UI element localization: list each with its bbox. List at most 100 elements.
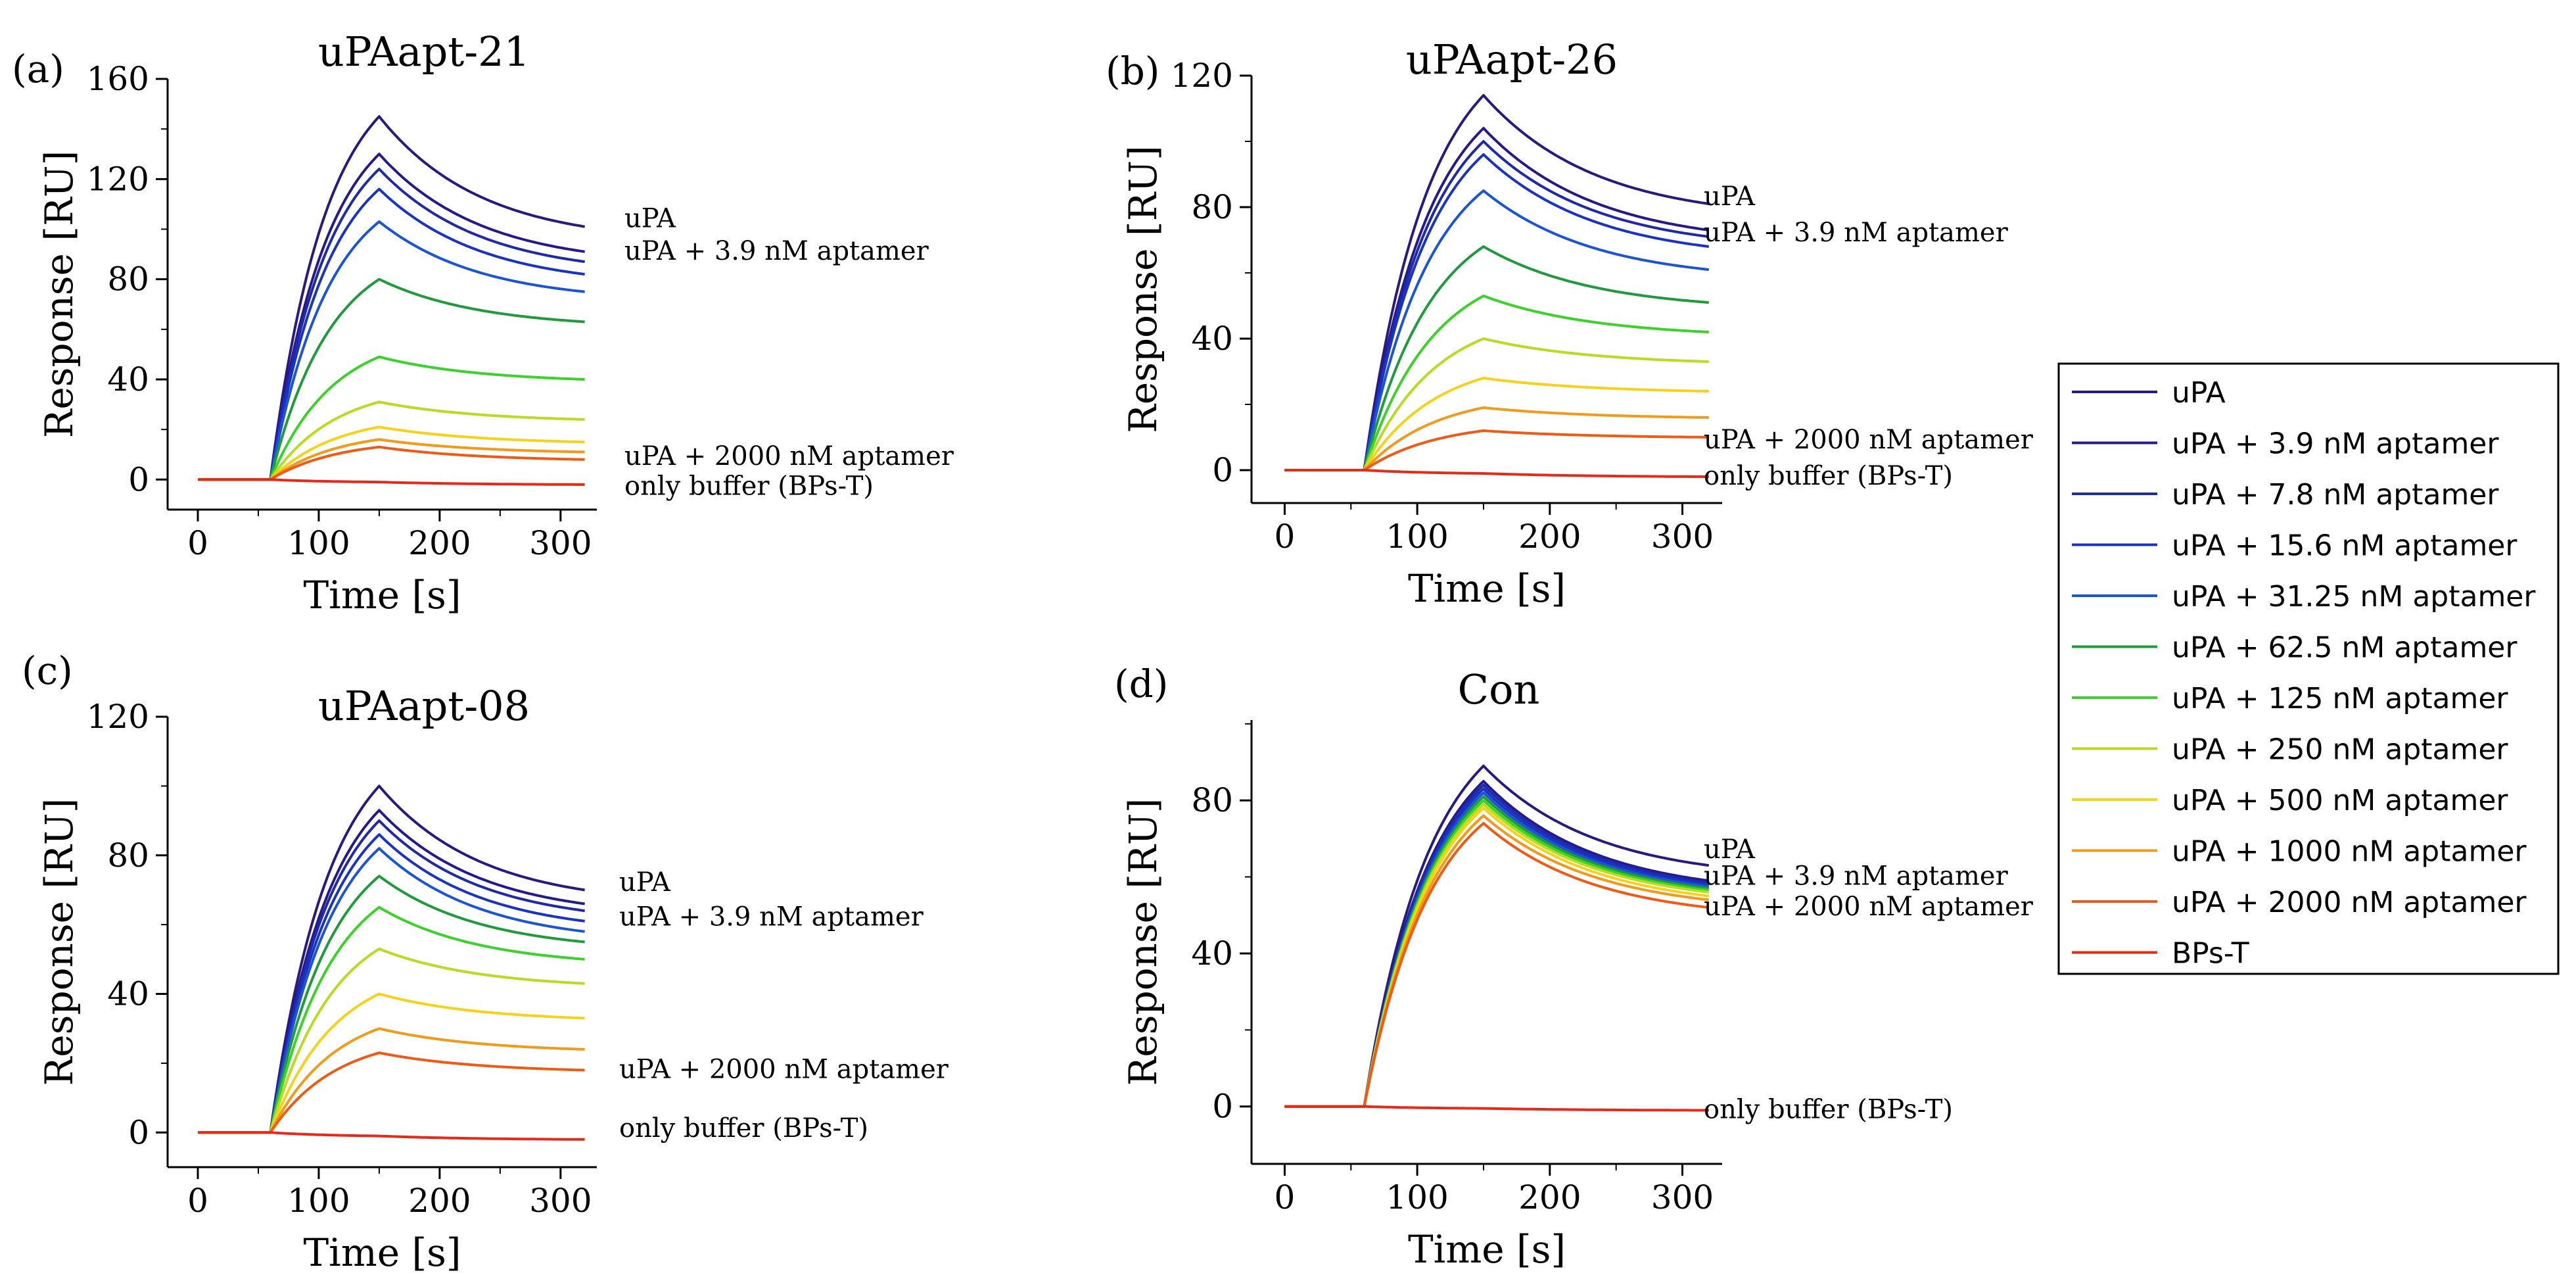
panel-letter: (c)	[22, 648, 73, 693]
curve-annotation: only buffer (BPs-T)	[1704, 461, 1953, 491]
x-tick-label: 0	[1275, 517, 1296, 556]
curve-annotation: only buffer (BPs-T)	[619, 1113, 868, 1143]
x-tick-label: 100	[1386, 517, 1448, 556]
legend-box	[2057, 362, 2560, 975]
series-line	[198, 168, 585, 481]
x-tick-label: 100	[287, 524, 350, 562]
x-tick-label: 100	[287, 1182, 350, 1220]
y-tick-label: 80	[107, 836, 149, 875]
panel-b: 0 100 200 300 0 40 80 120 Time [s] Response [RU] u…	[1106, 36, 2034, 611]
x-axis-label: Time [s]	[1408, 1227, 1566, 1272]
curve-annotation: uPA + 2000 nM aptamer	[1704, 892, 2034, 922]
panel-letter: (b)	[1106, 49, 1159, 93]
curve-annotation: uPA + 2000 nM aptamer	[624, 441, 954, 471]
legend-label: uPA + 250 nM aptamer	[2172, 733, 2508, 767]
panel-title: uPAapt-21	[318, 28, 530, 76]
y-tick-label: 160	[87, 60, 149, 98]
panel-letter: (d)	[1114, 662, 1168, 706]
x-tick-label: 200	[1518, 1178, 1581, 1216]
legend-label: uPA + 31.25 nM aptamer	[2172, 580, 2536, 613]
curve-annotation: uPA + 2000 nM aptamer	[619, 1054, 949, 1084]
x-axis-label: Time [s]	[303, 573, 461, 617]
series-line	[198, 1051, 585, 1134]
series-line	[198, 1027, 585, 1134]
series-line	[198, 438, 585, 481]
y-tick-label: 120	[87, 160, 149, 198]
series-line	[1284, 295, 1709, 471]
x-tick-label: 200	[1518, 517, 1581, 556]
x-tick-label: 200	[408, 524, 471, 562]
series-line	[1284, 822, 1709, 1108]
panel-title: uPAapt-08	[318, 682, 530, 730]
series-line	[1284, 94, 1710, 471]
series-line	[1284, 799, 1710, 1108]
series-line	[1284, 189, 1709, 471]
series-line	[1284, 377, 1709, 471]
y-tick-label: 120	[87, 698, 149, 736]
series-line	[1284, 429, 1709, 471]
panel-a: 0 100 200 300 0 40 80 120 160 Time [s] Response [R…	[12, 28, 954, 617]
legend-label: uPA + 7.8 nM aptamer	[2172, 478, 2499, 512]
series-line	[1284, 469, 1709, 478]
curve-annotation: uPA + 3.9 nM aptamer	[619, 902, 924, 932]
panel-letter: (a)	[12, 47, 64, 91]
y-tick-label: 80	[1191, 781, 1233, 819]
x-tick-label: 0	[1275, 1178, 1296, 1216]
y-tick-label: 40	[107, 975, 149, 1013]
legend-label: uPA + 1000 nM aptamer	[2172, 835, 2527, 869]
series-line	[1284, 803, 1710, 1108]
y-tick-label: 80	[107, 260, 149, 299]
series-line	[198, 905, 585, 1134]
x-tick-label: 300	[1651, 517, 1714, 556]
series-line	[198, 115, 585, 481]
series-line	[198, 847, 585, 1134]
y-axis-label: Response [RU]	[1121, 145, 1165, 433]
x-tick-label: 0	[187, 1182, 208, 1220]
curve-annotation: only buffer (BPs-T)	[624, 471, 874, 502]
curve-annotation: uPA	[1704, 834, 1756, 865]
x-tick-label: 300	[529, 1182, 592, 1220]
y-tick-label: 40	[1191, 320, 1233, 358]
series-line	[198, 948, 585, 1134]
curve-annotation: uPA	[1704, 181, 1756, 212]
curve-annotation: uPA + 2000 nM aptamer	[1704, 425, 2034, 455]
series-line	[1284, 791, 1710, 1108]
y-tick-label: 40	[1191, 934, 1233, 973]
y-tick-label: 120	[1171, 57, 1233, 95]
series-line	[1284, 787, 1710, 1108]
panel-c: 0 100 200 300 0 40 80 120 Time [s] Response [RU] u…	[22, 648, 949, 1275]
x-axis-label: Time [s]	[1408, 566, 1566, 611]
legend-label: uPA + 500 nM aptamer	[2172, 784, 2508, 817]
series-line	[1284, 1105, 1709, 1112]
series-line	[1284, 337, 1709, 471]
curve-annotation: only buffer (BPs-T)	[1704, 1095, 1953, 1125]
series-line	[1284, 795, 1710, 1108]
y-axis-label: Response [RU]	[37, 798, 82, 1086]
y-axis-label: Response [RU]	[1121, 798, 1165, 1086]
curve-annotation: uPA	[624, 203, 676, 233]
y-tick-label: 0	[128, 1113, 149, 1151]
legend-label: BPs-T	[2172, 937, 2249, 971]
curve-annotation: uPA + 3.9 nM aptamer	[1704, 218, 2009, 248]
legend-label: uPA + 62.5 nM aptamer	[2172, 631, 2517, 665]
legend-label: uPA	[2172, 376, 2226, 410]
x-tick-label: 0	[187, 524, 208, 562]
curve-annotation: uPA + 3.9 nM aptamer	[624, 236, 929, 266]
legend-label: uPA + 125 nM aptamer	[2172, 682, 2508, 715]
y-tick-label: 0	[128, 460, 149, 498]
panel-d: 0 100 200 300 0 40 80 Time [s] Response [RU] Con (…	[1114, 662, 2034, 1272]
series-line	[198, 445, 585, 481]
y-tick-label: 40	[107, 360, 149, 398]
x-tick-label: 300	[1651, 1178, 1714, 1216]
legend: uPA uPA + 3.9 nM aptamer uPA + 7.8 nM apta…	[2057, 362, 2560, 975]
curve-annotation: uPA + 3.9 nM aptamer	[1704, 861, 2009, 892]
panel-title: Con	[1458, 665, 1540, 713]
curve-annotation: uPA	[619, 867, 671, 898]
legend-label: uPA + 15.6 nM aptamer	[2172, 529, 2517, 563]
series-line	[198, 992, 585, 1134]
x-axis-label: Time [s]	[303, 1230, 461, 1275]
x-tick-label: 200	[408, 1182, 471, 1220]
y-axis-label: Response [RU]	[37, 151, 82, 439]
x-tick-label: 100	[1386, 1178, 1448, 1216]
